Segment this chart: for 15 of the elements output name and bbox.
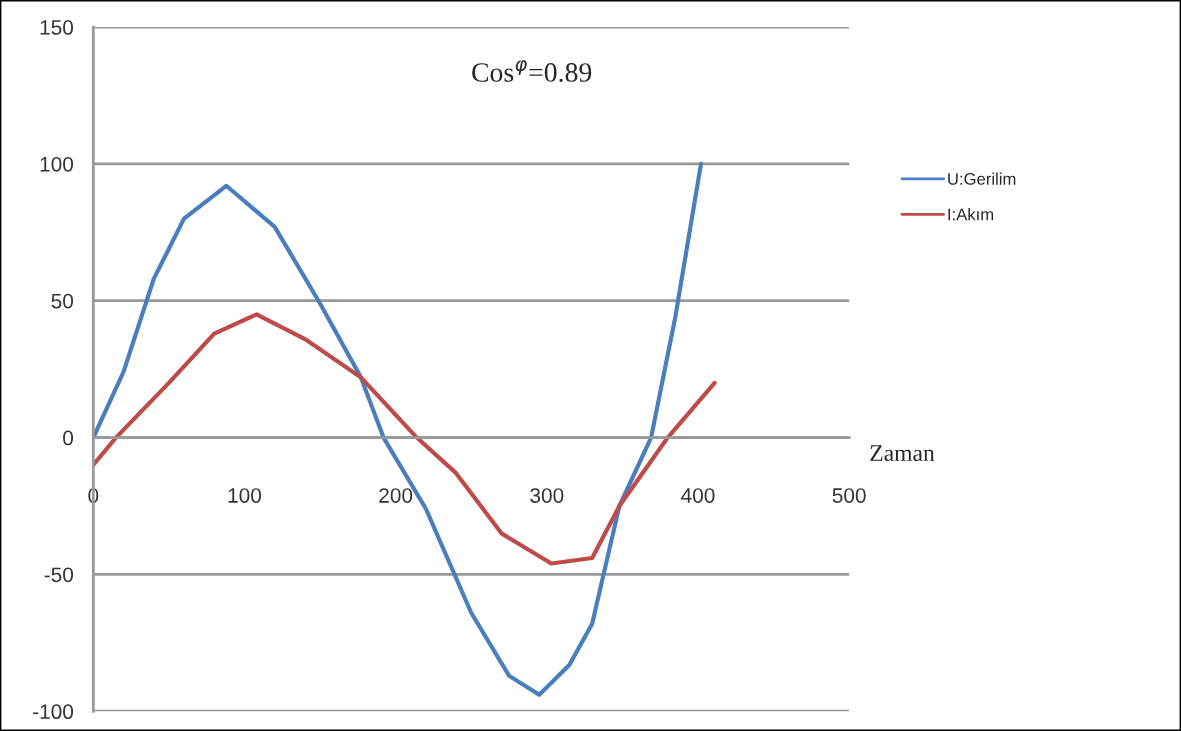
- y-tick-label: -100: [33, 704, 74, 720]
- x-tick-label: 100: [228, 488, 262, 503]
- y-tick-label: 100: [40, 156, 74, 172]
- y-tick-label: 0: [63, 430, 74, 446]
- y-tick-label: 50: [51, 293, 74, 309]
- x-tick-label: 200: [379, 488, 413, 503]
- x-axis-title: Zaman: [870, 445, 935, 462]
- legend-label: U:Gerilim: [948, 172, 1016, 185]
- y-tick-label: -50: [44, 567, 74, 583]
- legend-label: I:Akım: [948, 208, 994, 221]
- x-tick-label: 500: [832, 488, 866, 503]
- text: Cos$^{φ}$=0.89: [472, 60, 592, 82]
- x-tick-label: 300: [530, 488, 564, 503]
- x-tick-label: 400: [681, 488, 715, 503]
- y-tick-label: 150: [40, 20, 74, 35]
